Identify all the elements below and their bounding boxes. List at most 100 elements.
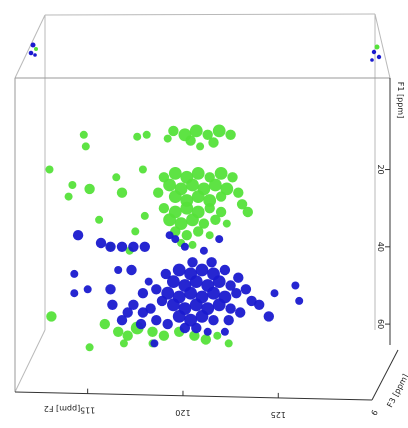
peak-point-blue [187, 257, 198, 268]
plot-floor [14, 78, 399, 401]
y-axis-label: F1 [ppm] [396, 82, 405, 118]
peak-point-blue [184, 286, 198, 300]
peak-point-blue [150, 339, 159, 348]
peak-point-blue [208, 315, 219, 326]
peak-point-green [212, 124, 226, 138]
peak-point-green [163, 178, 177, 192]
peak-point-blue [225, 303, 236, 314]
peak-point-green [116, 187, 128, 198]
peak-point-blue [70, 269, 79, 278]
peak-point-blue [137, 307, 149, 318]
x-axis-baseline [14, 391, 373, 401]
corner-peaks-top-left [28, 42, 38, 57]
y-tick-label: 60 [376, 319, 385, 329]
peak-point-green [168, 125, 179, 137]
peak-point-green [188, 240, 197, 249]
peak-point-green [147, 326, 158, 337]
peak-point-blue [270, 289, 279, 298]
peak-point-green [119, 339, 128, 348]
peak-point-blue [215, 235, 224, 244]
x-axis-ticks: 115 120 125 [80, 388, 286, 419]
depth-axis-ticks: 6 [370, 408, 380, 417]
peak-point-blue [191, 322, 202, 334]
peak-point-blue [116, 315, 128, 326]
peak-point-green [233, 187, 244, 198]
box-depth-top-left [14, 14, 46, 79]
peak-point-blue [151, 315, 162, 326]
peak-point-blue [172, 263, 186, 277]
peak-point-blue [172, 310, 186, 323]
peak-point-green [163, 134, 172, 143]
peak-point-green [99, 318, 111, 330]
peak-point-blue [225, 280, 236, 291]
peak-point-blue [151, 284, 162, 295]
peak-point-green [204, 203, 215, 214]
peak-point-blue [107, 299, 118, 310]
peak-point-green [236, 199, 248, 210]
peak-point-blue [195, 310, 209, 323]
peak-point-green [142, 130, 151, 139]
series-blue [70, 230, 304, 348]
peak-point-blue [212, 275, 226, 288]
peak-point-green [45, 165, 54, 174]
depth-axis-label: F3 [ppm] [385, 373, 408, 409]
peak-point-blue [171, 235, 180, 244]
peak-point-blue [223, 315, 234, 326]
box-depth-bottom-left [14, 329, 46, 393]
plot-box-depth-edges [14, 13, 391, 393]
peak-point-green [168, 190, 182, 204]
peak-point-green [158, 330, 170, 341]
peak-point-blue [180, 242, 189, 251]
plot-box-back [44, 13, 376, 330]
peak-points [45, 124, 304, 352]
peak-point-blue [189, 298, 203, 312]
peak-point-blue [167, 298, 180, 312]
peak-point-green [95, 215, 104, 224]
peak-point-green [198, 218, 210, 229]
corner-peak [28, 50, 34, 56]
peak-point-green [222, 219, 231, 228]
peak-point-green [79, 130, 88, 139]
depth-axis-baseline [371, 349, 399, 401]
corner-peak [374, 44, 380, 50]
peak-point-blue [162, 318, 173, 330]
x-tick-label: 115 [80, 406, 95, 415]
peak-point-blue [114, 266, 123, 274]
peak-point-blue [70, 289, 79, 298]
peak-point-blue [105, 284, 116, 295]
peak-point-green [191, 190, 205, 204]
y-tick-label: 40 [376, 242, 385, 252]
peak-point-green [163, 213, 177, 227]
peak-point-green [191, 167, 205, 180]
peak-point-green [85, 343, 94, 352]
x-tick-label: 120 [175, 408, 190, 417]
peak-point-blue [206, 257, 217, 268]
corner-peak [376, 54, 382, 60]
peak-point-blue [231, 288, 242, 299]
peak-point-blue [72, 230, 84, 241]
peak-point-green [153, 187, 164, 198]
peak-point-green [140, 211, 149, 220]
peak-point-green [133, 132, 142, 141]
peak-point-blue [139, 241, 150, 252]
peak-point-blue [240, 284, 252, 295]
peak-point-green [113, 326, 124, 337]
peak-point-green [242, 206, 253, 218]
peak-point-green [202, 129, 213, 140]
peak-point-blue [95, 237, 107, 249]
corner-peak [371, 49, 377, 55]
peak-point-blue [219, 264, 231, 276]
peak-point-green [112, 173, 121, 182]
y-tick-label: 20 [376, 164, 385, 174]
peak-point-blue [137, 288, 149, 299]
peak-point-green [68, 181, 77, 189]
peak-point-green [227, 172, 238, 183]
peak-point-blue [179, 322, 191, 334]
peak-point-blue [135, 318, 147, 330]
peak-point-green [200, 334, 211, 345]
peak-point-blue [116, 241, 128, 252]
peak-point-green [196, 142, 205, 151]
peak-point-green [193, 226, 204, 237]
peak-point-blue [105, 241, 116, 252]
